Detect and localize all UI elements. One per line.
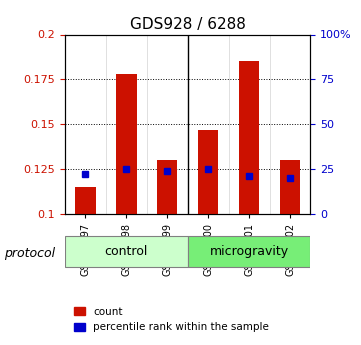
Bar <box>239 61 259 214</box>
Bar <box>280 160 300 214</box>
Legend: count, percentile rank within the sample: count, percentile rank within the sample <box>70 303 273 336</box>
Bar <box>116 74 136 214</box>
Bar <box>157 160 178 214</box>
FancyBboxPatch shape <box>188 236 310 267</box>
Text: protocol: protocol <box>4 247 55 260</box>
Title: GDS928 / 6288: GDS928 / 6288 <box>130 17 245 32</box>
FancyBboxPatch shape <box>65 236 188 267</box>
Bar <box>75 187 96 214</box>
Text: microgravity: microgravity <box>209 245 289 258</box>
Bar <box>198 130 218 214</box>
Text: control: control <box>105 245 148 258</box>
